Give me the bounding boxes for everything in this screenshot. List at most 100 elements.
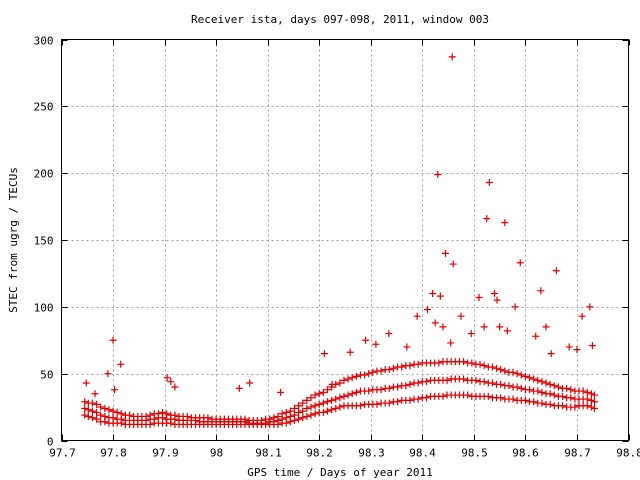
data-point (365, 387, 373, 395)
data-point (352, 372, 360, 380)
data-point (97, 403, 105, 411)
data-point (394, 383, 402, 391)
data-point (490, 289, 498, 297)
data-point (88, 414, 96, 422)
data-point (583, 402, 591, 410)
data-point (496, 323, 504, 331)
data-point (398, 363, 406, 371)
data-point (406, 380, 414, 388)
data-point (521, 372, 529, 380)
data-point (583, 395, 591, 403)
data-point (483, 215, 491, 223)
data-point (311, 391, 319, 399)
data-point (436, 292, 444, 300)
data-point (81, 411, 89, 419)
y-tick-labels: 0 50 100 150 200 250 300 (34, 35, 54, 449)
data-point (542, 379, 550, 387)
data-point (422, 394, 430, 402)
data-point (406, 396, 414, 404)
data-point (88, 407, 96, 415)
data-point (109, 336, 117, 344)
data-point (493, 364, 501, 372)
data-point (336, 379, 344, 387)
x-tick-label: 98.8 (616, 447, 640, 460)
data-point (319, 399, 327, 407)
y-axis-label: STEC from ugrg / TECUs (7, 167, 20, 313)
data-point (389, 364, 397, 372)
data-point (521, 396, 529, 404)
data-point (414, 360, 422, 368)
data-point (340, 376, 348, 384)
data-point (559, 392, 567, 400)
data-point (328, 380, 336, 388)
data-point (104, 370, 112, 378)
data-point (307, 411, 315, 419)
data-point (295, 415, 303, 423)
data-point (348, 374, 356, 382)
y-tick-label: 50 (40, 369, 53, 382)
data-point (295, 402, 303, 410)
y-tick-label: 100 (34, 302, 54, 315)
data-point (183, 412, 191, 420)
data-point (517, 371, 525, 379)
data-point (587, 403, 595, 411)
data-point (111, 386, 119, 394)
data-point (488, 363, 496, 371)
data-point (503, 327, 511, 335)
data-point (394, 398, 402, 406)
data-point (573, 346, 581, 354)
data-point (146, 411, 154, 419)
data-point (571, 403, 579, 411)
data-point (497, 366, 505, 374)
data-point (163, 410, 171, 418)
data-point (590, 398, 598, 406)
data-point (346, 348, 354, 356)
data-point (348, 390, 356, 398)
data-point (307, 403, 315, 411)
data-point (516, 259, 524, 267)
data-point (403, 343, 411, 351)
data-point (277, 388, 285, 396)
data-point (542, 323, 550, 331)
data-point (578, 312, 586, 320)
data-point (448, 53, 456, 61)
data-point (109, 414, 117, 422)
data-point (361, 371, 369, 379)
data-point (163, 374, 171, 382)
data-point (332, 404, 340, 412)
data-point (320, 350, 328, 358)
y-tick-label: 300 (34, 35, 54, 48)
data-point (81, 404, 89, 412)
data-point (586, 303, 594, 311)
data-point (246, 379, 254, 387)
data-point (282, 408, 290, 416)
data-point (93, 400, 101, 408)
data-point (332, 395, 340, 403)
data-point (84, 406, 92, 414)
data-point (480, 362, 488, 370)
data-point (241, 415, 249, 423)
data-point (323, 407, 331, 415)
data-point (413, 312, 421, 320)
data-point (295, 408, 303, 416)
y-tick-label: 250 (34, 101, 54, 114)
data-point (352, 388, 360, 396)
data-point (563, 384, 571, 392)
data-point (538, 388, 546, 396)
data-point (590, 404, 598, 412)
data-point (257, 416, 265, 424)
data-point (554, 383, 562, 391)
data-point (447, 339, 455, 347)
data-point (286, 407, 294, 415)
data-point (113, 408, 121, 416)
data-point (537, 287, 545, 295)
data-point (167, 378, 175, 386)
x-tick-label: 98.6 (512, 447, 539, 460)
data-point (362, 336, 370, 344)
data-point (171, 411, 179, 419)
data-point (299, 399, 307, 407)
data-point (385, 384, 393, 392)
data-point (526, 386, 534, 394)
data-point (101, 404, 109, 412)
data-point (82, 379, 90, 387)
